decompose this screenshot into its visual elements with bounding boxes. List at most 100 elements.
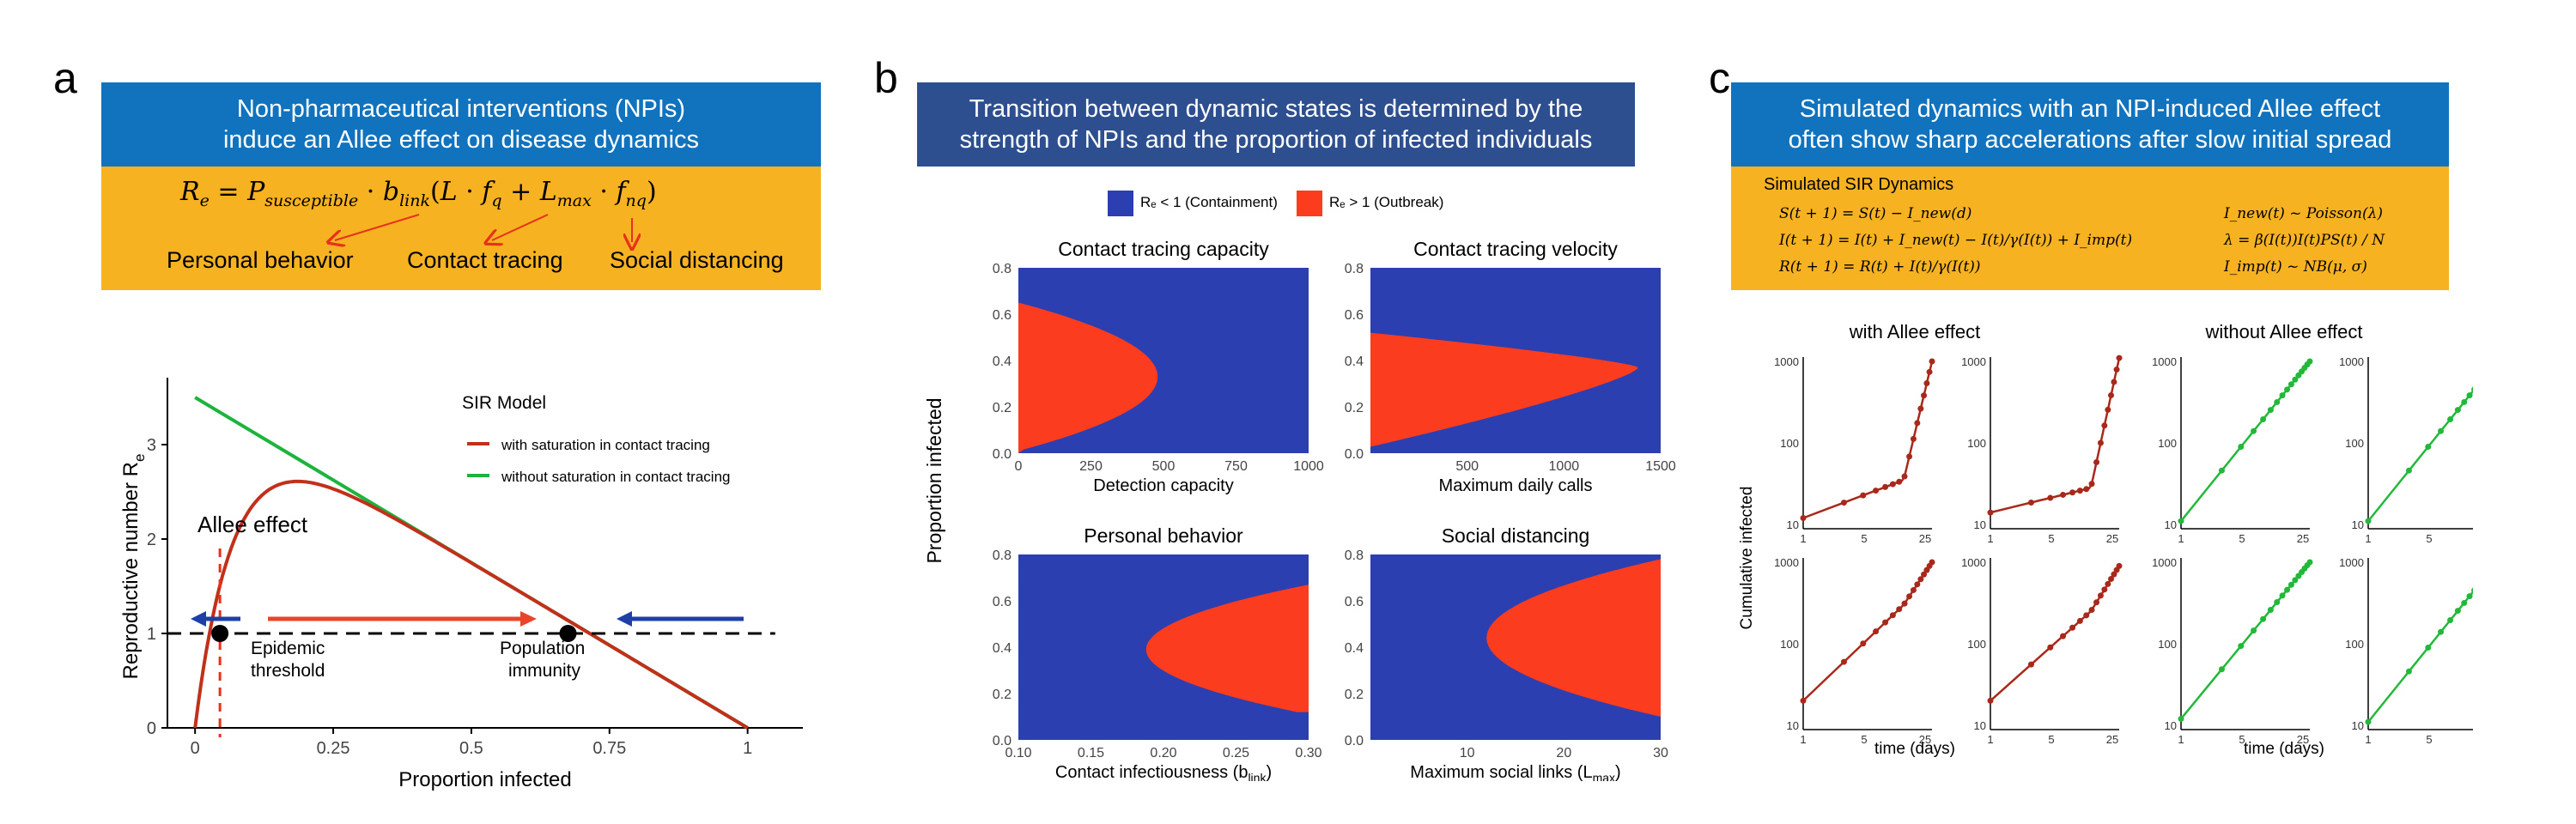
- x-tick-label: 20: [1556, 746, 1571, 760]
- y-tick-label: 0.4: [1345, 641, 1364, 656]
- sim-x-tick: 5: [2048, 733, 2054, 746]
- panel-c-equation-box: Simulated SIR Dynamics S(t + 1) = S(t) −…: [1731, 167, 2449, 290]
- sim-y-tick: 100: [2158, 437, 2177, 450]
- sim-y-tick: 100: [1780, 437, 1799, 450]
- y-tick-label: 0.2: [993, 688, 1012, 702]
- sim-y-tick: 10: [2165, 719, 2177, 732]
- y-tick-label: 0.0: [993, 734, 1012, 748]
- sim-y-tick: 100: [1967, 638, 1986, 651]
- legend-outbreak-label: Rₑ > 1 (Outbreak): [1329, 194, 1444, 210]
- population-immunity-point: [559, 625, 577, 642]
- sim-x-tick: 25: [1919, 532, 1931, 545]
- y-tick-label: 0.4: [993, 354, 1012, 369]
- sim-x-tick: 5: [2239, 733, 2245, 746]
- phase-title: Contact tracing velocity: [1413, 238, 1618, 260]
- legend-title: SIR Model: [462, 393, 546, 413]
- y-tick-label: 0.2: [1345, 401, 1364, 415]
- y-tick-label: 1: [147, 625, 156, 644]
- sim-plot-2: 10 100 1000 1 5 25: [1961, 354, 2123, 545]
- phase-xlabel: Contact infectiousness (blink): [1055, 763, 1272, 781]
- phase-subplot-4: Social distancing 0.0 0.2 0.4 0.6 0.8 10 20 30 Ma…: [1345, 524, 1668, 781]
- sim-y-tick: 10: [2165, 518, 2177, 531]
- sim-x-tick: 1: [2365, 532, 2371, 545]
- sim-x-tick: 1: [2178, 733, 2184, 746]
- group-title-no-allee: without Allee effect: [2204, 321, 2362, 342]
- legend-outbreak-swatch: [1297, 191, 1322, 216]
- factor-social-distancing: Social distancing: [610, 247, 784, 273]
- x-tick-label: 750: [1224, 459, 1248, 474]
- x-tick-label: 1: [743, 739, 752, 758]
- sim-line: [1990, 357, 2121, 514]
- y-tick-label: 0.0: [993, 447, 1012, 462]
- x-tick-label: 500: [1152, 459, 1176, 474]
- panel-b-header: Transition between dynamic states is det…: [917, 82, 1635, 167]
- sim-point: [2116, 354, 2123, 361]
- sim-x-tick: 5: [1861, 733, 1867, 746]
- sim-y-tick: 1000: [2339, 556, 2364, 569]
- y-tick-label: 0.8: [1345, 262, 1364, 276]
- panel-label-c: c: [1709, 54, 1730, 102]
- legend-green-label: without saturation in contact tracing: [501, 469, 730, 485]
- sir-equations-left: S(t + 1) = S(t) − I_new(d) I(t + 1) = I(…: [1779, 205, 2133, 276]
- outbreak-region: [1018, 302, 1158, 453]
- sim-y-tick: 1000: [1961, 556, 1986, 569]
- sim-x-tick: 5: [2426, 733, 2432, 746]
- y-tick-label: 0.4: [993, 641, 1012, 656]
- re-plot-xlabel: Proportion infected: [398, 768, 571, 791]
- factor-personal-behavior: Personal behavior: [167, 247, 354, 273]
- y-tick-label: 0.0: [1345, 447, 1364, 462]
- x-tick-label: 0.10: [1005, 746, 1031, 760]
- y-tick-label: 0.0: [1345, 734, 1364, 748]
- sim-plot-7: 10 100 1000 1 5 25: [2152, 556, 2313, 746]
- sim-y-tick: 10: [1974, 518, 1986, 531]
- sim-plot-6: 10 100 1000 1 5 25: [1961, 556, 2123, 746]
- sim-y-tick: 10: [2352, 719, 2364, 732]
- panel-a-equation-box: Re = Psusceptible · blink(L · fq + Lmax …: [101, 167, 821, 290]
- y-tick-label: 0.2: [1345, 688, 1364, 702]
- phase-subplot-1: Contact tracing capacity 0.0 0.2 0.4 0.6 0.8 0…: [993, 238, 1324, 495]
- sim-y-tick: 1000: [1774, 355, 1799, 368]
- y-tick-label: 0.2: [993, 401, 1012, 415]
- sim-x-tick: 1: [1800, 532, 1806, 545]
- phase-subplot-3: Personal behavior 0.0 0.2 0.4 0.6 0.8 0.10 0.15…: [993, 524, 1322, 781]
- sim-line: [1802, 561, 1934, 702]
- sim-x-tick: 1: [1987, 532, 1993, 545]
- re-plot: 0 1 2 3 0 0.25 0.5 0.75 1 Reproductive number Re…: [119, 378, 803, 791]
- sim-y-tick: 10: [1787, 518, 1799, 531]
- red-curve: [193, 479, 749, 730]
- phase-xlabel: Detection capacity: [1093, 476, 1233, 495]
- sim-y-tick: 100: [2345, 437, 2364, 450]
- panel-label-b: b: [874, 54, 898, 102]
- sim-line: [2180, 360, 2311, 522]
- panel-label-a: a: [53, 54, 77, 102]
- x-tick-label: 1000: [1293, 459, 1324, 474]
- panel-a-header: Non-pharmaceutical interventions (NPIs) …: [101, 82, 821, 167]
- phase-xlabel: Maximum daily calls: [1439, 476, 1593, 495]
- sim-y-tick: 1000: [2152, 556, 2177, 569]
- phase-xlabel: Maximum social links (Lmax): [1410, 763, 1620, 781]
- outbreak-region: [1145, 585, 1309, 712]
- y-tick-label: 0.6: [1345, 308, 1364, 323]
- sim-line: [1990, 565, 2121, 702]
- sim-x-tick: 5: [2426, 532, 2432, 545]
- sim-ylabel: Cumulative infected: [1738, 487, 1756, 630]
- epidemic-threshold-point: [211, 625, 229, 642]
- sim-y-tick: 1000: [1961, 355, 1986, 368]
- y-tick-label: 3: [147, 436, 156, 455]
- sim-y-tick: 100: [1780, 638, 1799, 651]
- sim-xlabel-left: time (days): [1874, 740, 1955, 758]
- immunity-label-1: Population: [500, 639, 585, 658]
- sim-line: [1802, 360, 1934, 519]
- sim-x-tick: 5: [2048, 532, 2054, 545]
- panel-c-header: Simulated dynamics with an NPI-induced A…: [1731, 82, 2449, 167]
- sim-y-tick: 10: [1974, 719, 1986, 732]
- sim-y-tick: 1000: [2339, 355, 2364, 368]
- x-tick-label: 0.5: [459, 739, 483, 758]
- sim-plot-5: 10 100 1000 1 5 25: [1774, 556, 1935, 746]
- sim-y-tick: 1000: [2152, 355, 2177, 368]
- sim-x-tick: 25: [2297, 733, 2309, 746]
- y-tick-label: 0.8: [1345, 548, 1364, 563]
- sim-x-tick: 25: [2106, 532, 2118, 545]
- epidemic-label-2: threshold: [251, 661, 325, 681]
